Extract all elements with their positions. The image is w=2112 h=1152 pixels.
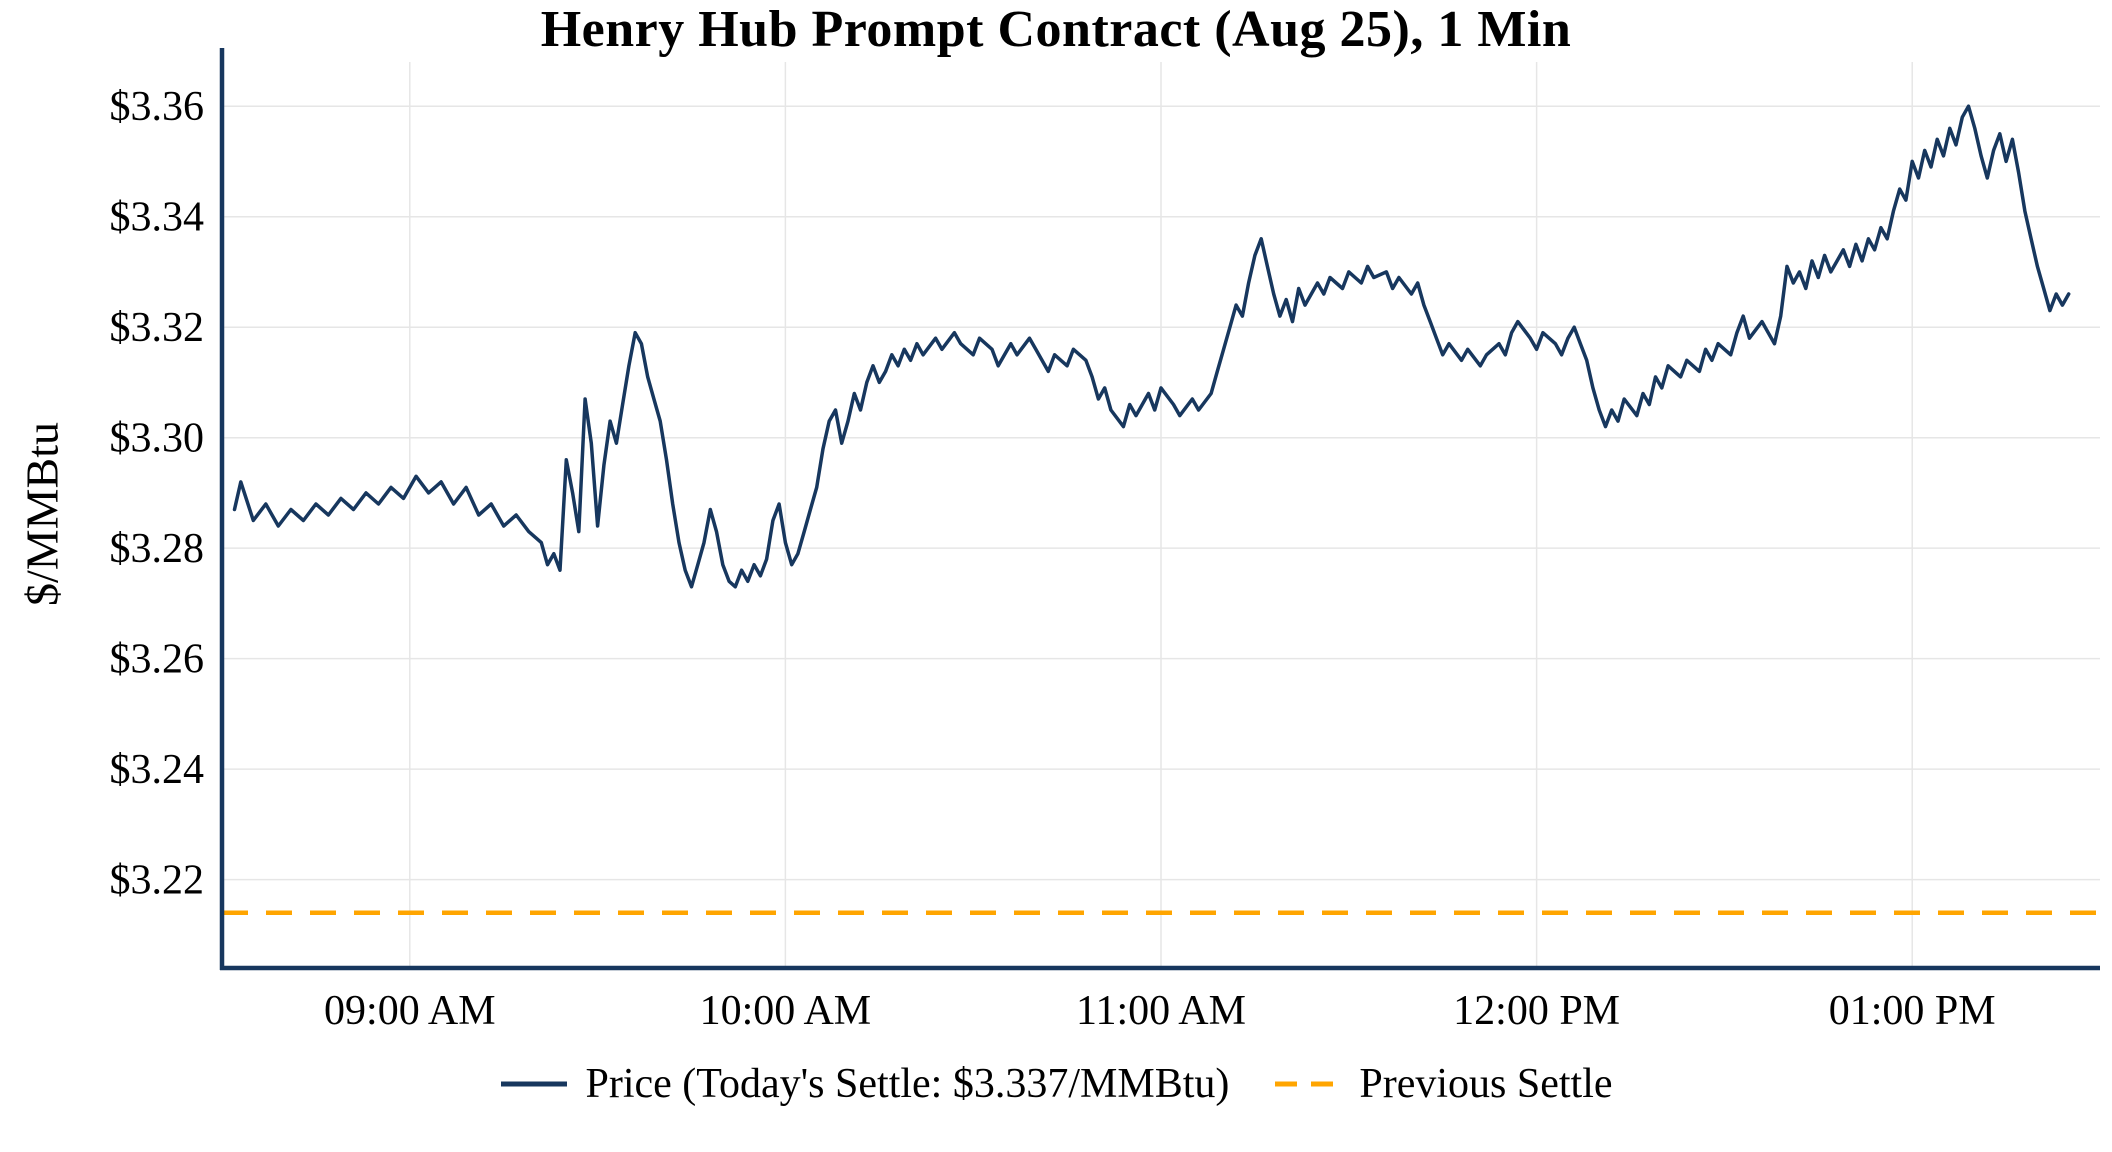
legend-item-previous-settle: Previous Settle: [1273, 1060, 1613, 1108]
legend-label-previous-settle: Previous Settle: [1359, 1061, 1613, 1107]
chart-title: Henry Hub Prompt Contract (Aug 25), 1 Mi…: [540, 1, 1572, 58]
previous-settle-line-swatch: [1275, 1081, 1342, 1087]
legend: Price (Today's Settle: $3.337/MMBtu) Pre…: [0, 1060, 2112, 1108]
y-tick-label: $3.32: [110, 305, 205, 351]
y-tick-label: $3.26: [110, 637, 205, 683]
y-tick-label: $3.24: [110, 747, 205, 793]
y-tick-label: $3.30: [110, 416, 205, 462]
legend-item-price: Price (Today's Settle: $3.337/MMBtu): [499, 1060, 1229, 1108]
x-tick-label: 11:00 AM: [1076, 988, 1246, 1034]
y-tick-label: $3.36: [110, 84, 205, 130]
y-tick-label: $3.22: [110, 858, 205, 904]
price-line: [232, 104, 2071, 589]
y-tick-label: $3.28: [110, 526, 205, 572]
price-line-swatch: [501, 1081, 568, 1087]
x-tick-label: 12:00 PM: [1453, 988, 1620, 1034]
y-tick-label: $3.34: [110, 195, 205, 241]
x-tick-label: 09:00 AM: [324, 988, 496, 1034]
legend-label-price: Price (Today's Settle: $3.337/MMBtu): [585, 1061, 1230, 1107]
x-tick-label: 01:00 PM: [1829, 988, 1996, 1034]
x-tick-label: 10:00 AM: [700, 988, 872, 1034]
